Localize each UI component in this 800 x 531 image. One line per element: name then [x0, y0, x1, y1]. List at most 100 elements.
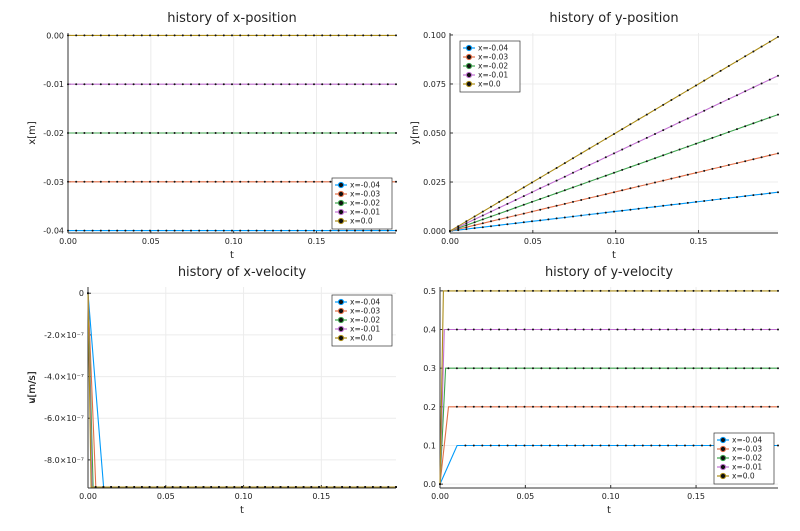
data-point: [481, 214, 484, 217]
data-point: [624, 405, 627, 408]
data-point: [548, 328, 551, 331]
data-point: [719, 101, 722, 104]
y-tick-label: -4.0×10⁻⁷: [44, 373, 84, 382]
data-point: [304, 132, 307, 134]
data-point: [465, 226, 468, 229]
data-point: [717, 328, 720, 331]
data-point: [329, 34, 332, 37]
data-point: [608, 405, 610, 408]
data-point: [624, 289, 627, 292]
data-point: [613, 191, 615, 194]
data-point: [198, 83, 201, 86]
data-point: [726, 328, 729, 331]
data-point: [354, 132, 356, 134]
data-point: [489, 367, 492, 370]
data-point: [321, 180, 324, 183]
data-point: [75, 229, 78, 232]
data-point: [87, 292, 89, 295]
data-point: [91, 83, 94, 86]
x-tick-label: 0.10: [602, 492, 620, 501]
data-point: [684, 367, 686, 370]
data-point: [633, 328, 636, 331]
data-point: [157, 180, 160, 183]
data-point: [472, 367, 475, 370]
data-point: [658, 328, 661, 331]
data-point: [455, 328, 458, 331]
data-point: [555, 192, 558, 195]
series-markers-1: [67, 229, 397, 232]
data-point: [633, 367, 636, 370]
data-point: [472, 405, 475, 408]
data-point: [379, 486, 382, 488]
y-tick-label: -2.0×10⁻⁷: [44, 331, 84, 340]
data-point: [214, 34, 217, 37]
data-point: [481, 328, 484, 331]
series-markers-1: [439, 444, 779, 486]
data-point: [455, 289, 458, 292]
data-point: [621, 209, 624, 212]
data-point: [345, 83, 348, 86]
data-point: [565, 405, 568, 408]
data-point: [439, 483, 441, 486]
data-point: [565, 367, 568, 370]
data-point: [684, 328, 686, 331]
data-point: [67, 180, 69, 183]
data-point: [222, 34, 225, 37]
data-point: [604, 156, 607, 159]
legend-label: x=-0.01: [732, 463, 762, 472]
data-point: [548, 405, 551, 408]
data-point: [214, 83, 217, 86]
data-point: [288, 83, 291, 86]
legend-label: x=-0.02: [350, 199, 380, 208]
data-point: [514, 214, 517, 217]
data-point: [743, 367, 746, 370]
data-point: [637, 163, 640, 166]
x-tick-label: 0.05: [157, 492, 175, 501]
data-point: [498, 405, 501, 408]
data-point: [157, 34, 160, 37]
data-point: [777, 289, 779, 292]
data-point: [736, 196, 738, 199]
data-point: [596, 177, 599, 180]
data-point: [75, 180, 78, 183]
data-point: [231, 83, 233, 86]
series-markers-4: [449, 74, 779, 232]
data-point: [641, 289, 644, 292]
data-point: [194, 486, 197, 488]
data-point: [247, 180, 250, 183]
data-point: [629, 123, 632, 126]
data-point: [531, 191, 533, 194]
series-markers-4: [67, 83, 397, 86]
data-point: [703, 79, 706, 82]
data-point: [173, 229, 176, 232]
data-point: [743, 405, 746, 408]
data-point: [540, 405, 543, 408]
y-tick-label: -8.0×10⁻⁷: [44, 456, 84, 465]
data-point: [94, 486, 97, 488]
data-point: [744, 55, 747, 58]
data-point: [498, 444, 501, 447]
data-point: [768, 78, 771, 81]
data-point: [574, 367, 577, 370]
data-point: [506, 328, 509, 331]
data-point: [633, 444, 636, 447]
y-axis-label: x[m]: [27, 121, 38, 145]
data-point: [222, 180, 225, 183]
data-point: [719, 166, 722, 168]
y-tick-label: 0: [79, 289, 84, 298]
data-point: [190, 83, 192, 86]
data-point: [532, 289, 534, 292]
data-point: [709, 444, 712, 447]
legend-swatch-marker: [337, 298, 345, 306]
data-point: [572, 186, 574, 189]
data-point: [464, 405, 467, 408]
data-point: [744, 90, 747, 93]
data-point: [751, 405, 754, 408]
data-point: [624, 367, 627, 370]
data-point: [727, 131, 730, 133]
data-point: [296, 83, 299, 86]
data-point: [675, 328, 678, 331]
data-point: [711, 105, 714, 108]
legend-label: x=-0.02: [478, 62, 508, 71]
data-point: [580, 214, 583, 217]
